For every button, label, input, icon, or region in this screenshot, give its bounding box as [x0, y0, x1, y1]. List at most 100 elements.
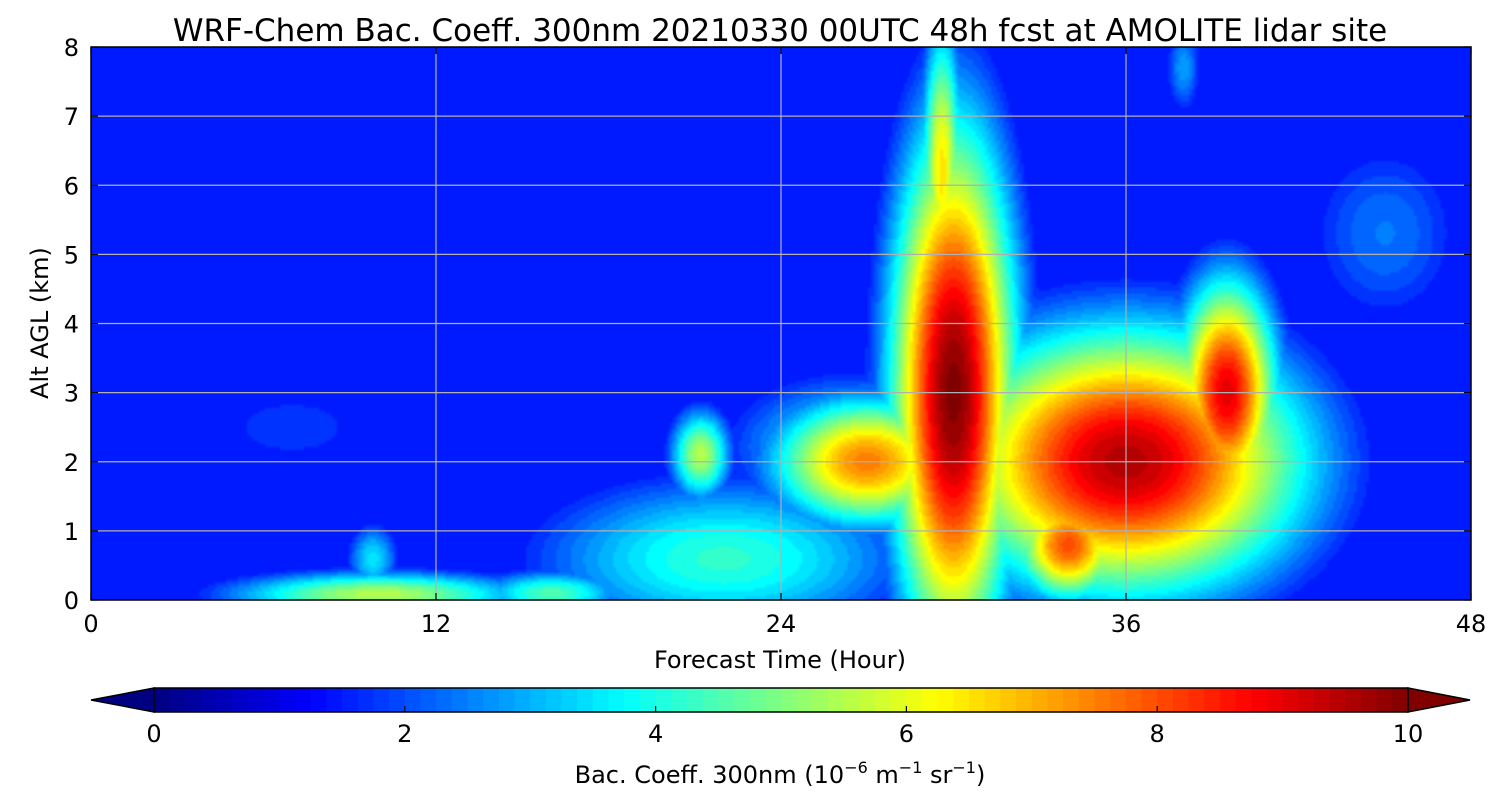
colorbar-step	[624, 688, 641, 712]
colorbar-step	[890, 688, 907, 712]
colorbar-step	[608, 688, 625, 712]
colorbar-step	[1329, 688, 1346, 712]
colorbar-step	[859, 688, 876, 712]
colorbar-step	[1031, 688, 1049, 712]
colorbar-step	[937, 688, 955, 712]
colorbar-step	[686, 688, 704, 712]
colorbar-step	[906, 688, 923, 712]
colorbar-ticks: 0 2 4 6 8 10	[146, 706, 1423, 748]
colorbar-step	[718, 688, 735, 712]
colorbar-step	[1094, 688, 1111, 712]
colorbar-step	[639, 688, 657, 712]
colorbar-step	[1047, 688, 1064, 712]
colorbar-step	[1313, 688, 1331, 712]
colorbar-step	[295, 688, 312, 712]
colorbar-step	[1219, 688, 1237, 712]
colorbar-step	[1266, 688, 1284, 712]
x-tick-label: 48	[1456, 610, 1487, 638]
colorbar-step	[373, 688, 390, 712]
colorbar-step	[828, 688, 845, 712]
colorbar-step	[216, 688, 233, 712]
colorbar-step	[561, 688, 578, 712]
colorbar-step	[953, 688, 970, 712]
colorbar-step	[1235, 688, 1252, 712]
colorbar-step	[1172, 688, 1190, 712]
colorbar-step	[796, 688, 813, 712]
colorbar-step	[530, 688, 547, 712]
colorbar-step	[357, 688, 375, 712]
colorbar-tick-label: 0	[146, 720, 161, 748]
colorbar-step	[279, 688, 296, 712]
colorbar-step	[1204, 688, 1221, 712]
colorbar-step	[984, 688, 1002, 712]
x-axis-ticks: 0 12 24 36 48	[83, 47, 1486, 638]
colorbar-step	[154, 688, 171, 712]
colorbar-step	[812, 688, 829, 712]
colorbar-tick-label: 10	[1393, 720, 1424, 748]
colorbar-tick-label: 8	[1150, 720, 1165, 748]
colorbar-step	[404, 688, 422, 712]
colorbar-step	[1141, 688, 1158, 712]
colorbar-step	[1000, 688, 1017, 712]
colorbar-step	[263, 688, 280, 712]
colorbar-step	[1298, 688, 1315, 712]
colorbar-step	[498, 688, 516, 712]
x-tick-label: 0	[83, 610, 98, 638]
colorbar-step	[1063, 688, 1080, 712]
y-tick-label: 4	[64, 311, 79, 339]
colorbar-step	[969, 688, 986, 712]
colorbar-step	[451, 688, 469, 712]
colorbar-step	[843, 688, 860, 712]
colorbar-extend-min	[90, 687, 155, 713]
colorbar-step	[592, 688, 610, 712]
y-axis-ticks: 0 1 2 3 4 5 6 7 8	[64, 34, 1471, 615]
colorbar-step	[922, 688, 939, 712]
colorbar-step	[1345, 688, 1362, 712]
y-axis-label: Alt AGL (km)	[26, 247, 54, 399]
colorbar-steps	[154, 688, 1409, 712]
colorbar-step	[1157, 688, 1174, 712]
y-tick-label: 3	[64, 380, 79, 408]
colorbar-frame	[153, 687, 1409, 713]
colorbar-step	[483, 688, 500, 712]
colorbar-step	[781, 688, 798, 712]
colorbar-step	[577, 688, 594, 712]
colorbar-extend-max	[1407, 687, 1471, 713]
colorbar-step	[310, 688, 328, 712]
y-tick-label: 6	[64, 172, 79, 200]
colorbar-step	[1282, 688, 1299, 712]
y-tick-label: 1	[64, 518, 79, 546]
y-tick-label: 8	[64, 34, 79, 62]
colorbar-step	[342, 688, 359, 712]
colorbar-step	[671, 688, 688, 712]
colorbar-step	[1376, 688, 1393, 712]
x-tick-label: 36	[1111, 610, 1142, 638]
colorbar-step	[749, 688, 766, 712]
colorbar-step	[545, 688, 563, 712]
colorbar-step	[1188, 688, 1205, 712]
colorbar-label: Bac. Coeff. 300nm (10−6 m−1 sr−1)	[575, 758, 986, 789]
colorbar-tick-label: 2	[397, 720, 412, 748]
colorbar-tick-label: 4	[648, 720, 663, 748]
colorbar-step	[1078, 688, 1096, 712]
colorbar-step	[765, 688, 782, 712]
colorbar-step	[326, 688, 343, 712]
colorbar-step	[185, 688, 202, 712]
colorbar-step	[232, 688, 249, 712]
colorbar-step	[420, 688, 437, 712]
x-axis-label: Forecast Time (Hour)	[654, 646, 906, 674]
y-tick-label: 2	[64, 449, 79, 477]
colorbar-step	[655, 688, 672, 712]
colorbar-step	[1251, 688, 1268, 712]
colorbar-step	[1110, 688, 1127, 712]
colorbar-step	[467, 688, 484, 712]
colorbar-step	[1016, 688, 1033, 712]
colorbar-step	[1392, 688, 1409, 712]
x-tick-label: 24	[766, 610, 797, 638]
grid-lines	[91, 47, 1471, 600]
colorbar: 0 2 4 6 8 10 Bac. Coeff. 300nm (10−6 m−1 sr−1…	[90, 687, 1471, 789]
colorbar-step	[169, 688, 186, 712]
colorbar-tick-label: 6	[899, 720, 914, 748]
y-tick-label: 5	[64, 241, 79, 269]
